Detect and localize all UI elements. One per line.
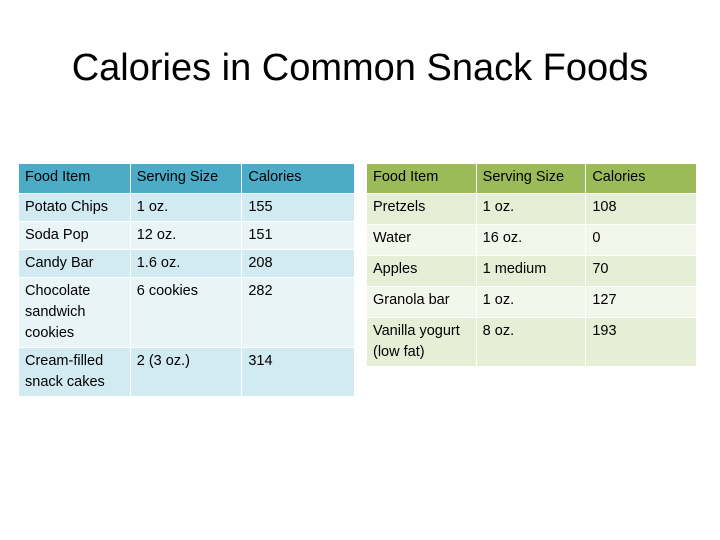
- table-row: Granola bar 1 oz. 127: [366, 286, 697, 318]
- table-header-row: Food Item Serving Size Calories: [366, 163, 697, 194]
- table-row: Apples 1 medium 70: [366, 255, 697, 287]
- serving-size-cell: 1 oz.: [475, 193, 587, 225]
- serving-size-cell: 8 oz.: [475, 317, 587, 367]
- food-item-cell: Soda Pop: [18, 221, 131, 250]
- table-row: Potato Chips 1 oz. 155: [18, 193, 355, 222]
- food-item-cell: Candy Bar: [18, 249, 131, 278]
- food-item-cell: Water: [366, 224, 477, 256]
- serving-size-cell: 1 oz.: [129, 193, 243, 222]
- table-row: Vanilla yogurt (low fat) 8 oz. 193: [366, 317, 697, 367]
- calories-cell: 155: [241, 193, 355, 222]
- serving-size-cell: 12 oz.: [129, 221, 243, 250]
- calories-cell: 314: [241, 347, 355, 397]
- table-row: Pretzels 1 oz. 108: [366, 193, 697, 225]
- table-header-row: Food Item Serving Size Calories: [18, 163, 355, 194]
- serving-size-cell: 1.6 oz.: [129, 249, 243, 278]
- table-row: Water 16 oz. 0: [366, 224, 697, 256]
- calories-cell: 70: [585, 255, 697, 287]
- table-row: Soda Pop 12 oz. 151: [18, 221, 355, 250]
- column-header-food-item: Food Item: [18, 163, 131, 194]
- calories-cell: 193: [585, 317, 697, 367]
- page-title: Calories in Common Snack Foods: [71, 47, 649, 89]
- serving-size-cell: 16 oz.: [475, 224, 587, 256]
- food-item-cell: Chocolate sandwich cookies: [18, 277, 131, 348]
- column-header-calories: Calories: [241, 163, 355, 194]
- snack-table-left: Food Item Serving Size Calories Potato C…: [18, 163, 355, 397]
- calories-cell: 208: [241, 249, 355, 278]
- snack-table-right: Food Item Serving Size Calories Pretzels…: [366, 163, 697, 367]
- calories-cell: 108: [585, 193, 697, 225]
- food-item-cell: Pretzels: [366, 193, 477, 225]
- table-row: Candy Bar 1.6 oz. 208: [18, 249, 355, 278]
- table-row: Chocolate sandwich cookies 6 cookies 282: [18, 277, 355, 348]
- calories-cell: 127: [585, 286, 697, 318]
- column-header-food-item: Food Item: [366, 163, 477, 194]
- serving-size-cell: 1 medium: [475, 255, 587, 287]
- food-item-cell: Potato Chips: [18, 193, 131, 222]
- calories-cell: 282: [241, 277, 355, 348]
- food-item-cell: Vanilla yogurt (low fat): [366, 317, 477, 367]
- serving-size-cell: 1 oz.: [475, 286, 587, 318]
- food-item-cell: Apples: [366, 255, 477, 287]
- calories-cell: 0: [585, 224, 697, 256]
- column-header-serving-size: Serving Size: [475, 163, 587, 194]
- column-header-calories: Calories: [585, 163, 697, 194]
- column-header-serving-size: Serving Size: [129, 163, 243, 194]
- table-row: Cream-filled snack cakes 2 (3 oz.) 314: [18, 347, 355, 397]
- serving-size-cell: 6 cookies: [129, 277, 243, 348]
- food-item-cell: Granola bar: [366, 286, 477, 318]
- calories-cell: 151: [241, 221, 355, 250]
- serving-size-cell: 2 (3 oz.): [129, 347, 243, 397]
- food-item-cell: Cream-filled snack cakes: [18, 347, 131, 397]
